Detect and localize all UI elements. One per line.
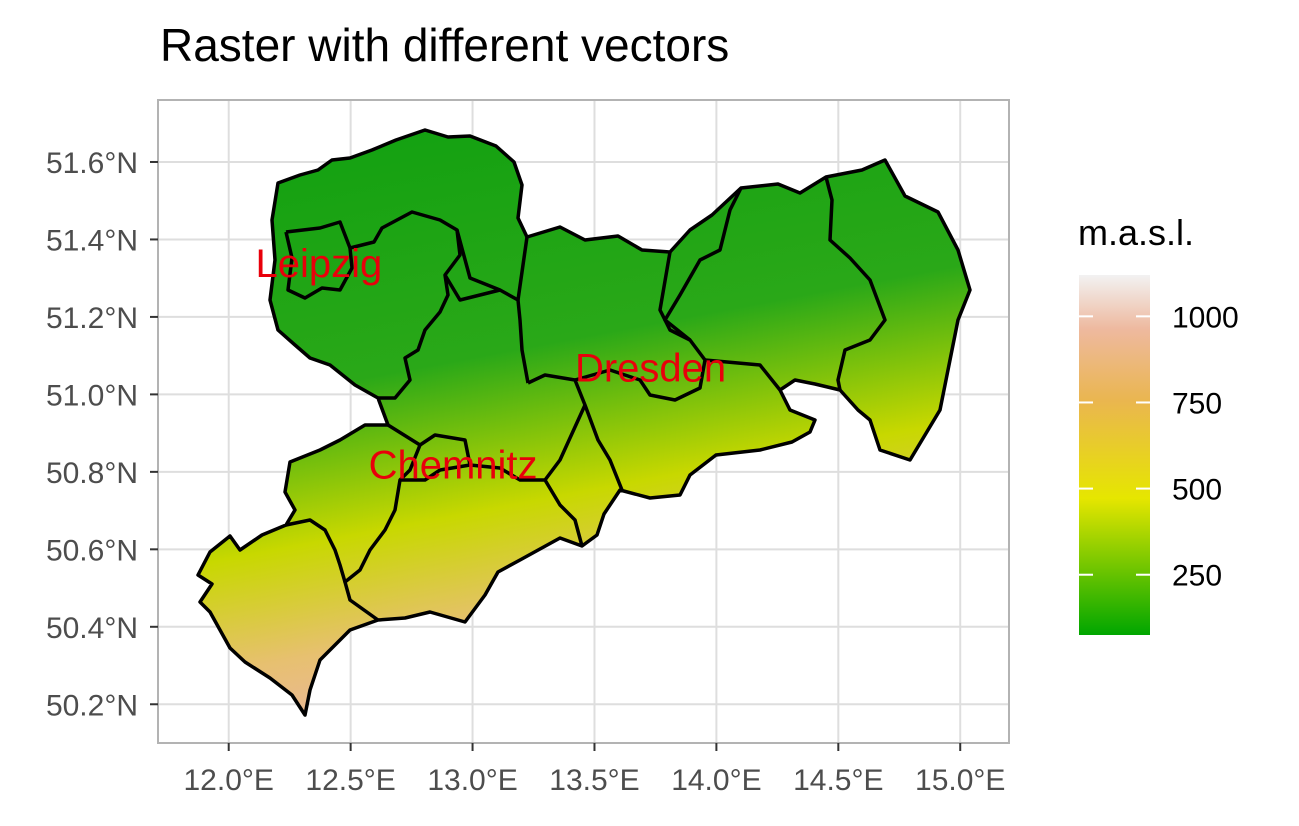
- y-tick-label-5: 50.6°N: [46, 534, 138, 567]
- x-tick-label-2: 13.0°E: [427, 764, 517, 797]
- y-tick-label-0: 51.6°N: [46, 147, 138, 180]
- y-tick-label-1: 51.4°N: [46, 224, 138, 257]
- chemnitz-border-4: [400, 463, 471, 482]
- legend-tick-label-3: 250: [1172, 560, 1222, 593]
- chemnitz-border-1: [387, 423, 584, 547]
- raster-elevation-area: [196, 128, 972, 717]
- y-tick-label-2: 51.2°N: [46, 302, 138, 335]
- y-tick-label-7: 50.2°N: [46, 689, 138, 722]
- y-tick-label-6: 50.4°N: [46, 612, 138, 645]
- x-tick-label-1: 12.5°E: [305, 764, 395, 797]
- legend-tick-label-0: 1000: [1172, 301, 1239, 334]
- x-tick-label-6: 15.0°E: [915, 764, 1005, 797]
- bautzen-east-border: [824, 176, 887, 391]
- legend-colorbar: [1079, 275, 1150, 635]
- x-tick-label-3: 13.5°E: [549, 764, 639, 797]
- chemnitz-border-2: [343, 444, 422, 622]
- legend-title: m.a.s.l.: [1078, 212, 1195, 253]
- chart-title: Raster with different vectors: [160, 19, 730, 71]
- dresden-border: [704, 358, 782, 392]
- central-border-1: [443, 274, 501, 302]
- city-label-leipzig: Leipzig: [256, 242, 383, 286]
- leipzig-inner-border: [284, 231, 354, 300]
- panel-border: [157, 99, 1010, 744]
- legend-ticks: 1000 750 500 250: [1079, 301, 1239, 593]
- x-tick-label-4: 14.0°E: [671, 764, 761, 797]
- chemnitz-border-3: [285, 518, 347, 583]
- bautzen-border: [663, 187, 743, 342]
- y-tick-label-4: 50.8°N: [46, 457, 138, 490]
- legend-tick-label-1: 750: [1172, 387, 1222, 420]
- city-labels: Leipzig Dresden Chemnitz: [256, 242, 727, 487]
- legend-tick-label-2: 500: [1172, 474, 1222, 507]
- y-tick-label-3: 51.0°N: [46, 379, 138, 412]
- district-borders: [284, 176, 887, 622]
- central-border-2: [516, 236, 529, 301]
- chemnitz-border-5: [543, 404, 587, 482]
- x-tick-label-0: 12.0°E: [184, 764, 274, 797]
- x-tick-label-5: 14.5°E: [793, 764, 883, 797]
- city-label-dresden: Dresden: [575, 347, 726, 391]
- axis-ticks: 12.0°E 12.5°E 13.0°E 13.5°E 14.0°E 14.5°E 15.0…: [46, 147, 1005, 797]
- city-label-chemnitz: Chemnitz: [369, 444, 538, 488]
